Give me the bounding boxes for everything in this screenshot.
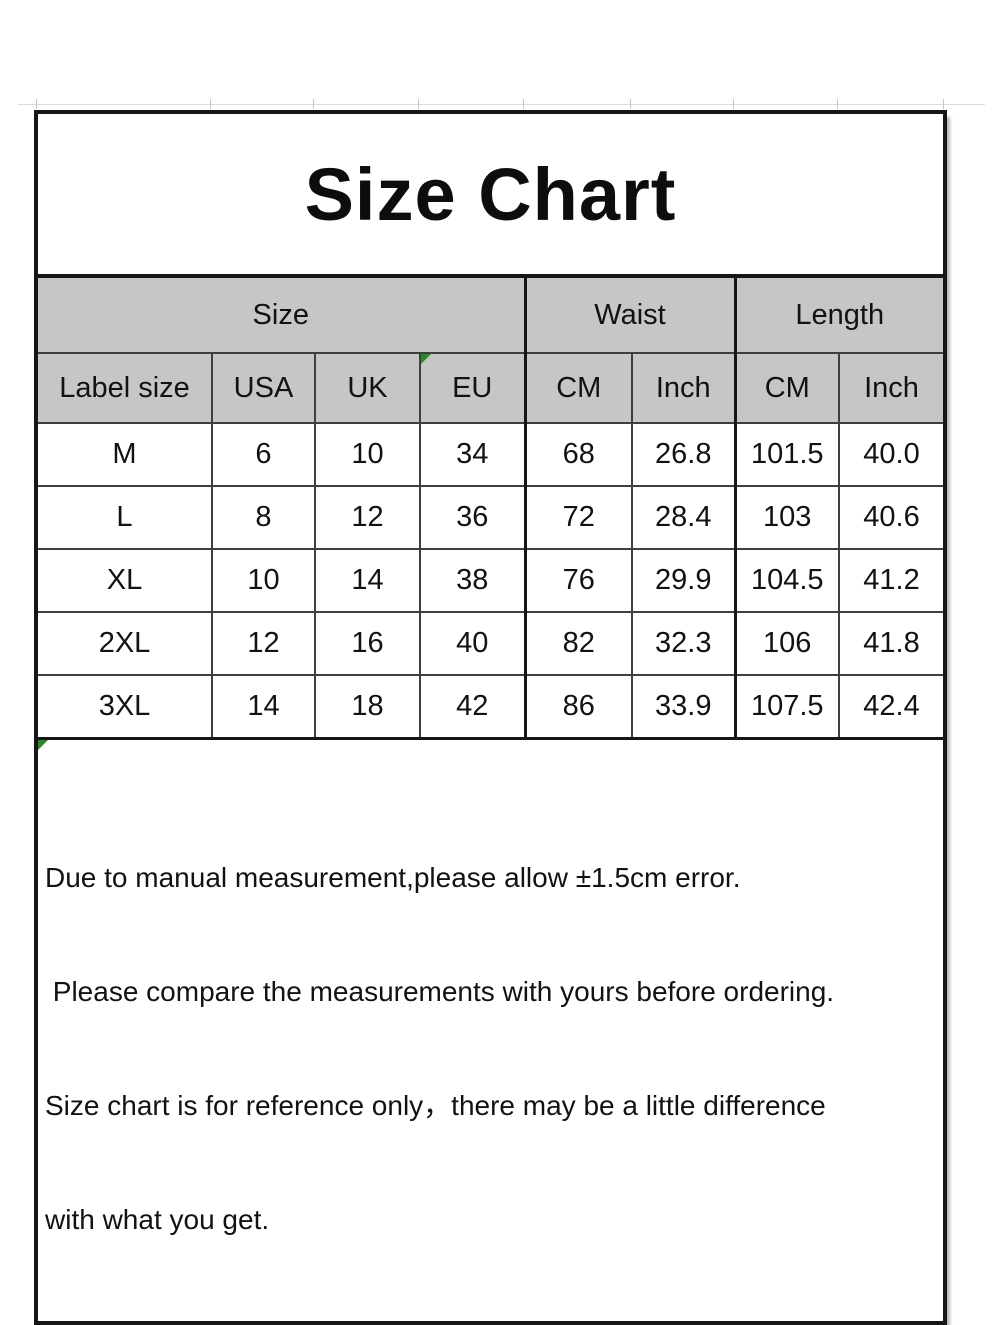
group-header-row: Size Waist Length bbox=[35, 275, 946, 354]
cell-length-inch: 41.2 bbox=[838, 548, 946, 613]
note-row: Due to manual measurement,please allow ±… bbox=[35, 737, 946, 1324]
col-header-eu: EU bbox=[419, 352, 527, 424]
note-line-2: Please compare the measurements with you… bbox=[45, 976, 835, 1007]
cell-waist-cm: 82 bbox=[524, 611, 633, 676]
spreadsheet-gridline-remnant bbox=[18, 99, 985, 109]
gridline-tick bbox=[36, 99, 37, 109]
table-row-2xl: 2XL 12 16 40 82 32.3 106 41.8 bbox=[35, 611, 946, 676]
gridline-tick bbox=[630, 99, 631, 109]
group-header-waist: Waist bbox=[524, 275, 737, 354]
cell-error-corner-icon bbox=[38, 741, 48, 750]
cell-usa: 12 bbox=[211, 611, 316, 676]
gridline-tick bbox=[210, 99, 211, 109]
cell-usa: 10 bbox=[211, 548, 316, 613]
cell-eu: 40 bbox=[419, 611, 527, 676]
note-cell: Due to manual measurement,please allow ±… bbox=[35, 737, 946, 1324]
cell-eu: 34 bbox=[419, 422, 527, 487]
cell-waist-cm: 68 bbox=[524, 422, 633, 487]
column-header-row: Label size USA UK EU CM Inch CM Inch bbox=[35, 352, 946, 424]
gridline-tick bbox=[943, 99, 944, 109]
cell-usa: 6 bbox=[211, 422, 316, 487]
cell-uk: 10 bbox=[314, 422, 421, 487]
table-row-m: M 6 10 34 68 26.8 101.5 40.0 bbox=[35, 422, 946, 487]
cell-length-cm: 104.5 bbox=[734, 548, 840, 613]
col-header-eu-label: EU bbox=[452, 371, 493, 404]
size-chart-sheet: Size Chart Size Waist Length Label size … bbox=[34, 110, 947, 1325]
title-cell: Size Chart bbox=[35, 111, 946, 278]
col-header-length-cm: CM bbox=[734, 352, 840, 424]
cell-waist-inch: 28.4 bbox=[631, 485, 737, 550]
cell-waist-cm: 72 bbox=[524, 485, 633, 550]
group-header-size: Size bbox=[35, 275, 527, 354]
cell-length-inch: 40.0 bbox=[838, 422, 946, 487]
cell-length-cm: 106 bbox=[734, 611, 840, 676]
cell-waist-cm: 76 bbox=[524, 548, 633, 613]
cell-eu: 36 bbox=[419, 485, 527, 550]
cell-label-size: 2XL bbox=[35, 611, 213, 676]
cell-length-cm: 101.5 bbox=[734, 422, 840, 487]
cell-length-inch: 41.8 bbox=[838, 611, 946, 676]
cell-eu: 38 bbox=[419, 548, 527, 613]
size-chart-table: Size Chart Size Waist Length Label size … bbox=[34, 110, 947, 1325]
cell-waist-inch: 26.8 bbox=[631, 422, 737, 487]
col-header-label-size: Label size bbox=[35, 352, 213, 424]
cell-length-cm: 103 bbox=[734, 485, 840, 550]
cell-label-size: 3XL bbox=[35, 674, 213, 740]
cell-length-inch: 40.6 bbox=[838, 485, 946, 550]
col-header-usa: USA bbox=[211, 352, 316, 424]
col-header-waist-cm: CM bbox=[524, 352, 633, 424]
cell-error-corner-icon bbox=[422, 355, 431, 364]
gridline-tick bbox=[837, 99, 838, 109]
cell-usa: 14 bbox=[211, 674, 316, 740]
cell-usa: 8 bbox=[211, 485, 316, 550]
table-row-xl: XL 10 14 38 76 29.9 104.5 41.2 bbox=[35, 548, 946, 613]
cell-eu: 42 bbox=[419, 674, 527, 740]
group-header-length: Length bbox=[734, 275, 946, 354]
table-row-l: L 8 12 36 72 28.4 103 40.6 bbox=[35, 485, 946, 550]
title-row: Size Chart bbox=[35, 111, 946, 278]
cell-label-size: L bbox=[35, 485, 213, 550]
page-title: Size Chart bbox=[304, 152, 677, 236]
cell-waist-inch: 29.9 bbox=[631, 548, 737, 613]
note-line-4: with what you get. bbox=[45, 1204, 270, 1235]
gridline-tick bbox=[523, 99, 524, 109]
col-header-uk: UK bbox=[314, 352, 421, 424]
cell-label-size: XL bbox=[35, 548, 213, 613]
cell-length-cm: 107.5 bbox=[734, 674, 840, 740]
cell-waist-inch: 33.9 bbox=[631, 674, 737, 740]
gridline-tick bbox=[733, 99, 734, 109]
cell-uk: 14 bbox=[314, 548, 421, 613]
table-row-3xl: 3XL 14 18 42 86 33.9 107.5 42.4 bbox=[35, 674, 946, 740]
note-line-3: Size chart is for reference only，there m… bbox=[45, 1090, 826, 1121]
gridline-tick bbox=[313, 99, 314, 109]
cell-uk: 12 bbox=[314, 485, 421, 550]
cell-uk: 16 bbox=[314, 611, 421, 676]
gridline-tick bbox=[418, 99, 419, 109]
cell-waist-inch: 32.3 bbox=[631, 611, 737, 676]
cell-length-inch: 42.4 bbox=[838, 674, 946, 740]
cell-waist-cm: 86 bbox=[524, 674, 633, 740]
col-header-length-inch: Inch bbox=[838, 352, 946, 424]
col-header-waist-inch: Inch bbox=[631, 352, 737, 424]
note-line-1: Due to manual measurement,please allow ±… bbox=[45, 862, 741, 893]
cell-label-size: M bbox=[35, 422, 213, 487]
cell-uk: 18 bbox=[314, 674, 421, 740]
